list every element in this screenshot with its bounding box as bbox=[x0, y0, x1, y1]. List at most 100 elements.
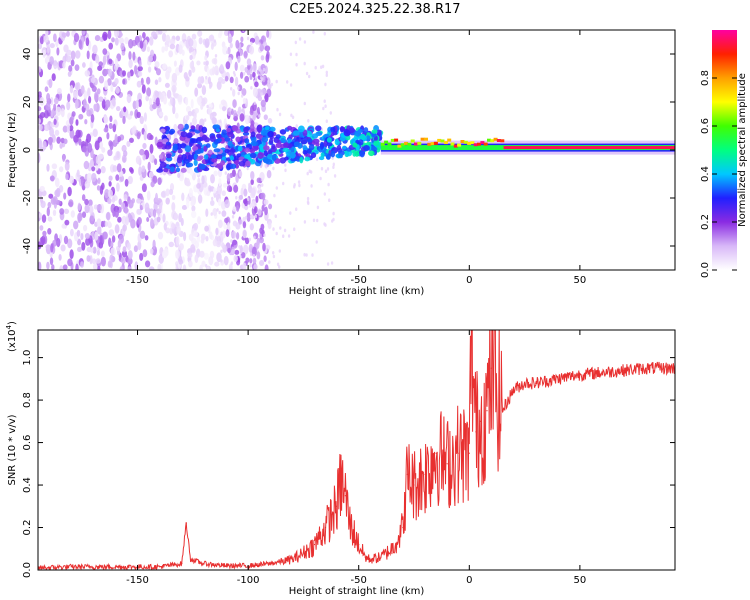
heatmap-cell bbox=[226, 173, 231, 182]
heatmap-cell bbox=[250, 170, 255, 180]
heatmap-cell bbox=[191, 146, 199, 151]
line-y-scale-label: (x104) bbox=[5, 321, 18, 352]
heatmap-cell bbox=[77, 212, 83, 222]
heatmap-cell bbox=[171, 72, 178, 83]
heatmap-cell bbox=[147, 55, 153, 63]
heatmap-cell bbox=[206, 67, 211, 77]
heatmap-cell bbox=[244, 75, 250, 83]
heatmap-cell bbox=[169, 43, 176, 50]
heatmap-cell bbox=[224, 75, 229, 82]
line-x-axis-label: Height of straight line (km) bbox=[289, 586, 425, 597]
heatmap-cell bbox=[49, 175, 55, 182]
heatmap-cell bbox=[73, 134, 79, 143]
heatmap-cell bbox=[128, 59, 133, 69]
heatmap-cell bbox=[149, 171, 154, 178]
heatmap-cell bbox=[206, 266, 210, 270]
heatmap-cell bbox=[526, 146, 531, 150]
heatmap-cell bbox=[50, 243, 54, 253]
heatmap-cell bbox=[166, 153, 172, 159]
heatmap-cell bbox=[208, 231, 213, 240]
heatmap-cell bbox=[46, 43, 50, 54]
line-x-tick-label: 50 bbox=[574, 575, 587, 586]
heatmap-cell bbox=[214, 54, 218, 58]
heatmap-cell bbox=[205, 60, 209, 66]
heatmap-cell bbox=[39, 225, 44, 231]
heatmap-cell bbox=[220, 160, 226, 166]
heatmap-cell bbox=[190, 125, 196, 130]
heatmap-cell bbox=[560, 146, 564, 150]
heatmap-cell bbox=[201, 175, 205, 185]
snr-data-point bbox=[369, 558, 371, 561]
heatmap-cell bbox=[122, 115, 126, 125]
heatmap-cell bbox=[229, 155, 235, 161]
heatmap-cell bbox=[593, 146, 598, 150]
heatmap-cell bbox=[457, 143, 462, 147]
heatmap-cell bbox=[84, 233, 90, 239]
heatmap-cell bbox=[358, 139, 364, 146]
heatmap-cell bbox=[246, 69, 251, 76]
heatmap-cell bbox=[291, 115, 295, 120]
heatmap-cell bbox=[197, 216, 201, 225]
heatmap-cell bbox=[88, 96, 92, 104]
snr-data-point bbox=[70, 566, 72, 568]
heatmap-cell bbox=[216, 138, 222, 143]
heatmap-cell bbox=[278, 112, 282, 117]
heatmap-cell bbox=[233, 115, 238, 122]
heatmap-cell bbox=[295, 124, 298, 128]
heatmap-cell bbox=[90, 77, 96, 84]
heatmap-cell bbox=[249, 152, 257, 159]
heatmap-cell bbox=[92, 128, 98, 138]
heatmap-cell bbox=[206, 190, 211, 197]
heatmap-cell bbox=[652, 146, 657, 150]
heatmap-cell bbox=[229, 107, 232, 112]
heatmap-cell bbox=[365, 135, 371, 142]
heatmap-cell bbox=[188, 188, 194, 198]
heatmap-cell bbox=[473, 143, 478, 147]
heatmap-cell bbox=[493, 137, 498, 141]
heatmap-cell bbox=[177, 123, 184, 131]
heatmap-cell bbox=[121, 144, 127, 153]
heatmap-cell bbox=[293, 141, 300, 148]
heatmap-cell bbox=[171, 201, 176, 212]
heatmap-cell bbox=[107, 68, 113, 77]
heatmap-cell bbox=[320, 65, 323, 69]
heatmap-cell bbox=[67, 93, 71, 103]
heatmap-cell bbox=[246, 166, 249, 171]
snr-data-point bbox=[512, 388, 515, 391]
heatmap-cell bbox=[112, 165, 118, 172]
heatmap-cell bbox=[546, 146, 551, 150]
heatmap-cell bbox=[90, 247, 94, 253]
heatmap-cell bbox=[70, 210, 75, 218]
heatmap-cell bbox=[192, 39, 197, 50]
heatmap-cell bbox=[284, 163, 287, 167]
heatmap-cell bbox=[460, 140, 465, 143]
heatmap-cell bbox=[384, 140, 389, 144]
heatmap-cell bbox=[363, 144, 370, 152]
heatmap-cell bbox=[259, 44, 264, 52]
heatmap-cell bbox=[60, 107, 65, 118]
heatmap-cell bbox=[440, 139, 445, 143]
heatmap-cell bbox=[51, 73, 56, 81]
heatmap-cell bbox=[178, 44, 183, 55]
heatmap-cell bbox=[222, 182, 228, 188]
heatmap-cell bbox=[75, 119, 79, 126]
heatmap-cell bbox=[65, 55, 72, 63]
heatmap-cell bbox=[116, 135, 122, 143]
heatmap-cell bbox=[127, 257, 133, 265]
heatmap-cell bbox=[135, 99, 139, 109]
heatmap-cell bbox=[121, 50, 126, 56]
heatmap-cell bbox=[108, 181, 112, 187]
heatmap-cell bbox=[184, 145, 192, 153]
heatmap-cell bbox=[44, 56, 50, 64]
heatmap-cell bbox=[262, 75, 266, 83]
heatmap-cell bbox=[306, 130, 313, 138]
heatmap-cell bbox=[129, 110, 134, 116]
heatmap-cell bbox=[38, 212, 43, 219]
heatmap-cell bbox=[192, 117, 197, 126]
heatmap-cell bbox=[251, 187, 256, 197]
heatmap-cell bbox=[218, 178, 222, 187]
snr-data-point bbox=[291, 558, 293, 561]
heatmap-cell bbox=[94, 231, 99, 241]
heatmap-cell bbox=[164, 44, 169, 52]
